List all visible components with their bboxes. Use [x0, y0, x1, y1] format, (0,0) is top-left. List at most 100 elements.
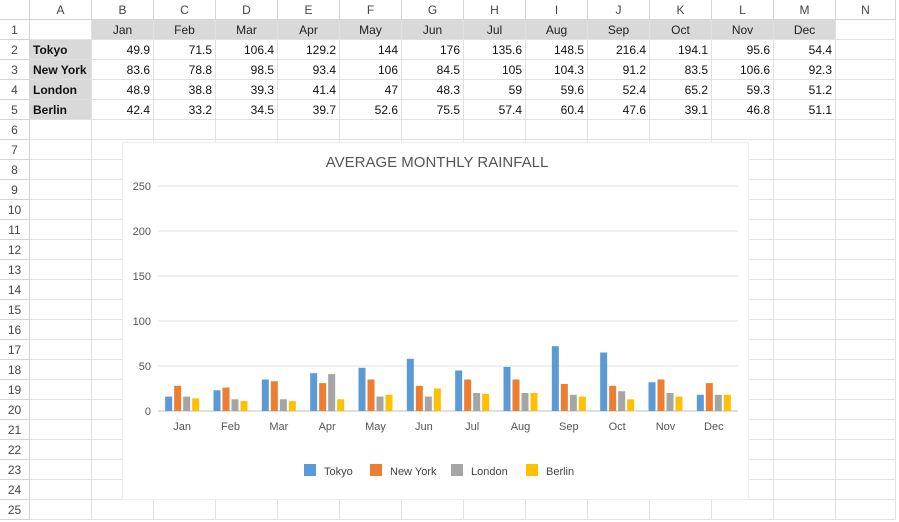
cell-i2[interactable]: 148.5 — [526, 40, 588, 60]
column-header-k[interactable]: K — [650, 0, 712, 20]
cell-n4[interactable] — [836, 80, 896, 100]
cell-m17[interactable] — [774, 340, 836, 360]
cell-k3[interactable]: 83.5 — [650, 60, 712, 80]
cell-g25[interactable] — [402, 500, 464, 520]
cell-a8[interactable] — [30, 160, 92, 180]
column-header-j[interactable]: J — [588, 0, 650, 20]
cell-e5[interactable]: 39.7 — [278, 100, 340, 120]
row-header-19[interactable]: 19 — [0, 380, 30, 400]
cell-b3[interactable]: 83.6 — [92, 60, 154, 80]
cell-g5[interactable]: 75.5 — [402, 100, 464, 120]
cell-b2[interactable]: 49.9 — [92, 40, 154, 60]
row-header-12[interactable]: 12 — [0, 240, 30, 260]
column-header-m[interactable]: M — [774, 0, 836, 20]
cell-a1[interactable] — [30, 20, 92, 40]
cell-n20[interactable] — [836, 400, 896, 420]
cell-a21[interactable] — [30, 420, 92, 440]
cell-m12[interactable] — [774, 240, 836, 260]
column-header-g[interactable]: G — [402, 0, 464, 20]
cell-n2[interactable] — [836, 40, 896, 60]
cell-i4[interactable]: 59.6 — [526, 80, 588, 100]
cell-n23[interactable] — [836, 460, 896, 480]
row-header-10[interactable]: 10 — [0, 200, 30, 220]
row-header-5[interactable]: 5 — [0, 100, 30, 120]
cell-n3[interactable] — [836, 60, 896, 80]
cell-f4[interactable]: 47 — [340, 80, 402, 100]
column-header-a[interactable]: A — [30, 0, 92, 20]
cell-m1[interactable]: Dec — [774, 20, 836, 40]
cell-b1[interactable]: Jan — [92, 20, 154, 40]
cell-d2[interactable]: 106.4 — [216, 40, 278, 60]
cell-i25[interactable] — [526, 500, 588, 520]
cell-a7[interactable] — [30, 140, 92, 160]
cell-j2[interactable]: 216.4 — [588, 40, 650, 60]
cell-n11[interactable] — [836, 220, 896, 240]
cell-n17[interactable] — [836, 340, 896, 360]
row-header-3[interactable]: 3 — [0, 60, 30, 80]
cell-k4[interactable]: 65.2 — [650, 80, 712, 100]
cell-d1[interactable]: Mar — [216, 20, 278, 40]
cell-j1[interactable]: Sep — [588, 20, 650, 40]
row-header-15[interactable]: 15 — [0, 300, 30, 320]
row-header-11[interactable]: 11 — [0, 220, 30, 240]
cell-k6[interactable] — [650, 120, 712, 140]
cell-n7[interactable] — [836, 140, 896, 160]
cell-g2[interactable]: 176 — [402, 40, 464, 60]
cell-e4[interactable]: 41.4 — [278, 80, 340, 100]
cell-j3[interactable]: 91.2 — [588, 60, 650, 80]
row-header-21[interactable]: 21 — [0, 420, 30, 440]
cell-m7[interactable] — [774, 140, 836, 160]
cell-n16[interactable] — [836, 320, 896, 340]
cell-i5[interactable]: 60.4 — [526, 100, 588, 120]
cell-n18[interactable] — [836, 360, 896, 380]
row-header-7[interactable]: 7 — [0, 140, 30, 160]
cell-m11[interactable] — [774, 220, 836, 240]
cell-m22[interactable] — [774, 440, 836, 460]
cell-n19[interactable] — [836, 380, 896, 400]
cell-n5[interactable] — [836, 100, 896, 120]
cell-c2[interactable]: 71.5 — [154, 40, 216, 60]
cell-a17[interactable] — [30, 340, 92, 360]
cell-e1[interactable]: Apr — [278, 20, 340, 40]
cell-b4[interactable]: 48.9 — [92, 80, 154, 100]
cell-n10[interactable] — [836, 200, 896, 220]
cell-l4[interactable]: 59.3 — [712, 80, 774, 100]
cell-f6[interactable] — [340, 120, 402, 140]
cell-n21[interactable] — [836, 420, 896, 440]
cell-m13[interactable] — [774, 260, 836, 280]
row-header-17[interactable]: 17 — [0, 340, 30, 360]
column-header-d[interactable]: D — [216, 0, 278, 20]
cell-n14[interactable] — [836, 280, 896, 300]
cell-g3[interactable]: 84.5 — [402, 60, 464, 80]
cell-m18[interactable] — [774, 360, 836, 380]
cell-g4[interactable]: 48.3 — [402, 80, 464, 100]
row-header-23[interactable]: 23 — [0, 460, 30, 480]
cell-k25[interactable] — [650, 500, 712, 520]
cell-h3[interactable]: 105 — [464, 60, 526, 80]
cell-k5[interactable]: 39.1 — [650, 100, 712, 120]
cell-b25[interactable] — [92, 500, 154, 520]
row-header-2[interactable]: 2 — [0, 40, 30, 60]
cell-a25[interactable] — [30, 500, 92, 520]
cell-c6[interactable] — [154, 120, 216, 140]
cell-a22[interactable] — [30, 440, 92, 460]
cell-h6[interactable] — [464, 120, 526, 140]
cell-f3[interactable]: 106 — [340, 60, 402, 80]
cell-c1[interactable]: Feb — [154, 20, 216, 40]
column-header-f[interactable]: F — [340, 0, 402, 20]
cell-n6[interactable] — [836, 120, 896, 140]
cell-h1[interactable]: Jul — [464, 20, 526, 40]
cell-g6[interactable] — [402, 120, 464, 140]
cell-n8[interactable] — [836, 160, 896, 180]
cell-n15[interactable] — [836, 300, 896, 320]
cell-l5[interactable]: 46.8 — [712, 100, 774, 120]
column-header-c[interactable]: C — [154, 0, 216, 20]
cell-n9[interactable] — [836, 180, 896, 200]
column-header-l[interactable]: L — [712, 0, 774, 20]
cell-b6[interactable] — [92, 120, 154, 140]
cell-a19[interactable] — [30, 380, 92, 400]
cell-a18[interactable] — [30, 360, 92, 380]
cell-l2[interactable]: 95.6 — [712, 40, 774, 60]
cell-h4[interactable]: 59 — [464, 80, 526, 100]
cell-a9[interactable] — [30, 180, 92, 200]
